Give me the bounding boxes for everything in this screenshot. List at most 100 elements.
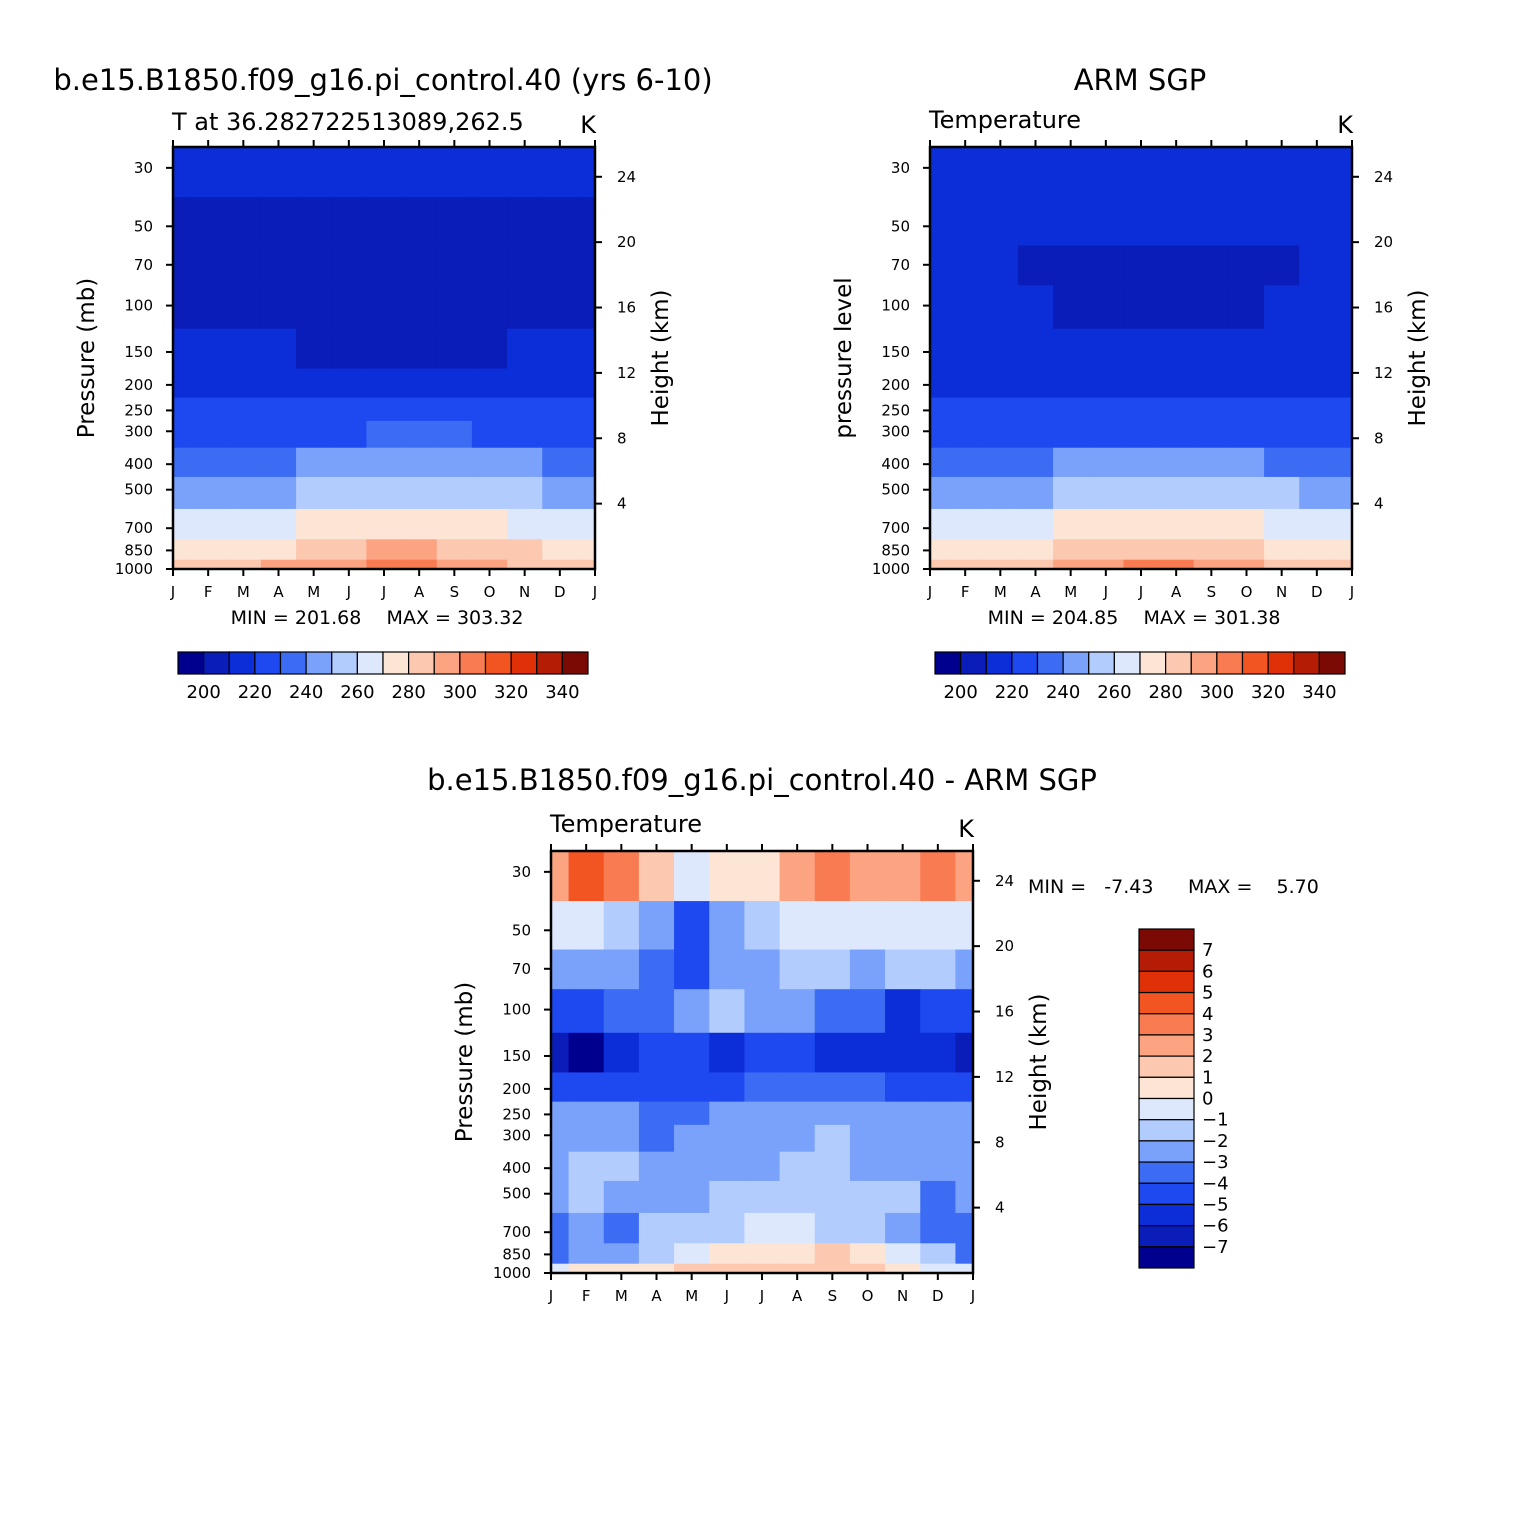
heatmap-cell	[1264, 508, 1300, 540]
heatmap-cell	[1228, 447, 1265, 478]
pressure-tick-label: 150	[124, 343, 153, 361]
heatmap-cell	[955, 1101, 974, 1126]
heatmap-cell	[1123, 197, 1160, 247]
pressure-tick-label: 400	[124, 455, 153, 473]
heatmap-cell	[225, 447, 262, 478]
heatmap-cell	[551, 1101, 570, 1126]
heatmap-cell	[190, 147, 227, 198]
heatmap-cell	[930, 539, 949, 561]
heatmap-cell	[930, 368, 949, 399]
heatmap-cell	[1053, 420, 1089, 449]
heatmap-cell	[577, 197, 596, 247]
heatmap-cell	[173, 245, 192, 286]
heatmap-cell	[225, 197, 262, 247]
colorbar-tick-label: 340	[545, 682, 579, 703]
pressure-tick-label: 150	[881, 343, 910, 361]
heatmap-cell	[1228, 420, 1265, 449]
heatmap-cell	[1299, 397, 1336, 422]
colorbar-swatch	[1138, 1119, 1195, 1142]
heatmap-cell	[366, 420, 403, 449]
heatmap-cell	[1158, 476, 1195, 510]
heatmap-cell	[930, 397, 949, 422]
heatmap-cell	[1053, 245, 1089, 286]
heatmap-cell	[955, 1072, 974, 1103]
heatmap-cell	[568, 851, 605, 902]
heatmap-cell	[603, 989, 640, 1034]
heatmap-cell	[190, 476, 227, 510]
colorbar-swatch	[1088, 651, 1115, 675]
heatmap-cell	[296, 420, 332, 449]
heatmap-cell	[331, 368, 368, 399]
heatmap-cell	[1088, 539, 1125, 561]
heatmap-cell	[638, 851, 675, 902]
heatmap-cell	[568, 901, 605, 951]
colorbar-tick-label: 280	[391, 682, 425, 703]
heatmap-cell	[814, 1180, 851, 1214]
colorbar-swatch	[1138, 1097, 1195, 1121]
heatmap-cell	[577, 328, 596, 370]
heatmap-cell	[674, 901, 710, 951]
colorbar-tick-label: 3	[1202, 1025, 1213, 1046]
heatmap-cell	[885, 1032, 921, 1074]
heatmap-cell	[1228, 559, 1265, 570]
heatmap-cell	[1299, 539, 1336, 561]
model-plot-area: J F M A M J J A S O N D J 30 50 70 100 150 200 250 300 400 500…	[115, 140, 636, 601]
diff-plot-area: J F M A M J J A S O N D J 30 50 70 100 150 200 250 300 400 500…	[493, 844, 1014, 1305]
heatmap-cell	[1017, 397, 1054, 422]
heatmap-cell	[401, 559, 438, 570]
heatmap-cell	[955, 1243, 974, 1265]
heatmap-cell	[955, 989, 974, 1034]
colorbar-swatch	[1138, 1225, 1195, 1248]
heatmap-cell	[471, 420, 508, 449]
heatmap-cell	[260, 559, 297, 570]
heatmap-cell	[1264, 328, 1300, 370]
heatmap-cell	[296, 368, 332, 399]
heatmap-cell	[401, 368, 438, 399]
heatmap-cell	[1123, 147, 1160, 198]
heatmap-cell	[1017, 147, 1054, 198]
heatmap-cell	[366, 559, 403, 570]
heatmap-cell	[744, 1243, 781, 1265]
heatmap-cell	[401, 476, 438, 510]
heatmap-cell	[577, 397, 596, 422]
heatmap-cell	[225, 397, 262, 422]
month-tick-label: M	[685, 1287, 698, 1305]
heatmap-cell	[1334, 420, 1353, 449]
heatmap-cell	[1299, 559, 1336, 570]
heatmap-cell	[955, 901, 974, 951]
pressure-tick-label: 50	[134, 217, 153, 235]
month-tick-label: D	[932, 1287, 944, 1305]
heatmap-cell	[814, 1151, 851, 1182]
heatmap-cell	[674, 1243, 710, 1265]
heatmap-cell	[551, 851, 570, 902]
colorbar-tick-label: 340	[1302, 682, 1336, 703]
heatmap-cell	[190, 559, 227, 570]
heatmap-cell	[1053, 368, 1089, 399]
heatmap-cell	[1193, 539, 1230, 561]
colorbar-swatch	[1138, 1034, 1195, 1057]
heatmap-cell	[173, 397, 192, 422]
heatmap-cell	[814, 949, 851, 990]
heatmap-cell	[225, 476, 262, 510]
heatmap-cell	[260, 197, 297, 247]
heatmap-cell	[849, 1072, 886, 1103]
heatmap-cell	[577, 476, 596, 510]
month-tick-label: J	[759, 1287, 764, 1305]
heatmap-cell	[744, 1263, 781, 1274]
month-tick-label: A	[414, 583, 425, 601]
heatmap-cell	[603, 1124, 640, 1153]
heatmap-cell	[638, 1124, 675, 1153]
heatmap-cell	[779, 1243, 816, 1265]
month-tick-label: J	[927, 583, 932, 601]
heatmap-cell	[1088, 285, 1125, 330]
heatmap-cell	[955, 1124, 974, 1153]
heatmap-cell	[1017, 368, 1054, 399]
month-tick-label: F	[582, 1287, 591, 1305]
heatmap-cell	[779, 949, 816, 990]
month-tick-label: F	[961, 583, 970, 601]
obs-title: ARM SGP	[1074, 63, 1207, 97]
heatmap-cell	[744, 949, 781, 990]
heatmap-cell	[1123, 447, 1160, 478]
heatmap-cell	[1088, 368, 1125, 399]
heatmap-cell	[1053, 559, 1089, 570]
